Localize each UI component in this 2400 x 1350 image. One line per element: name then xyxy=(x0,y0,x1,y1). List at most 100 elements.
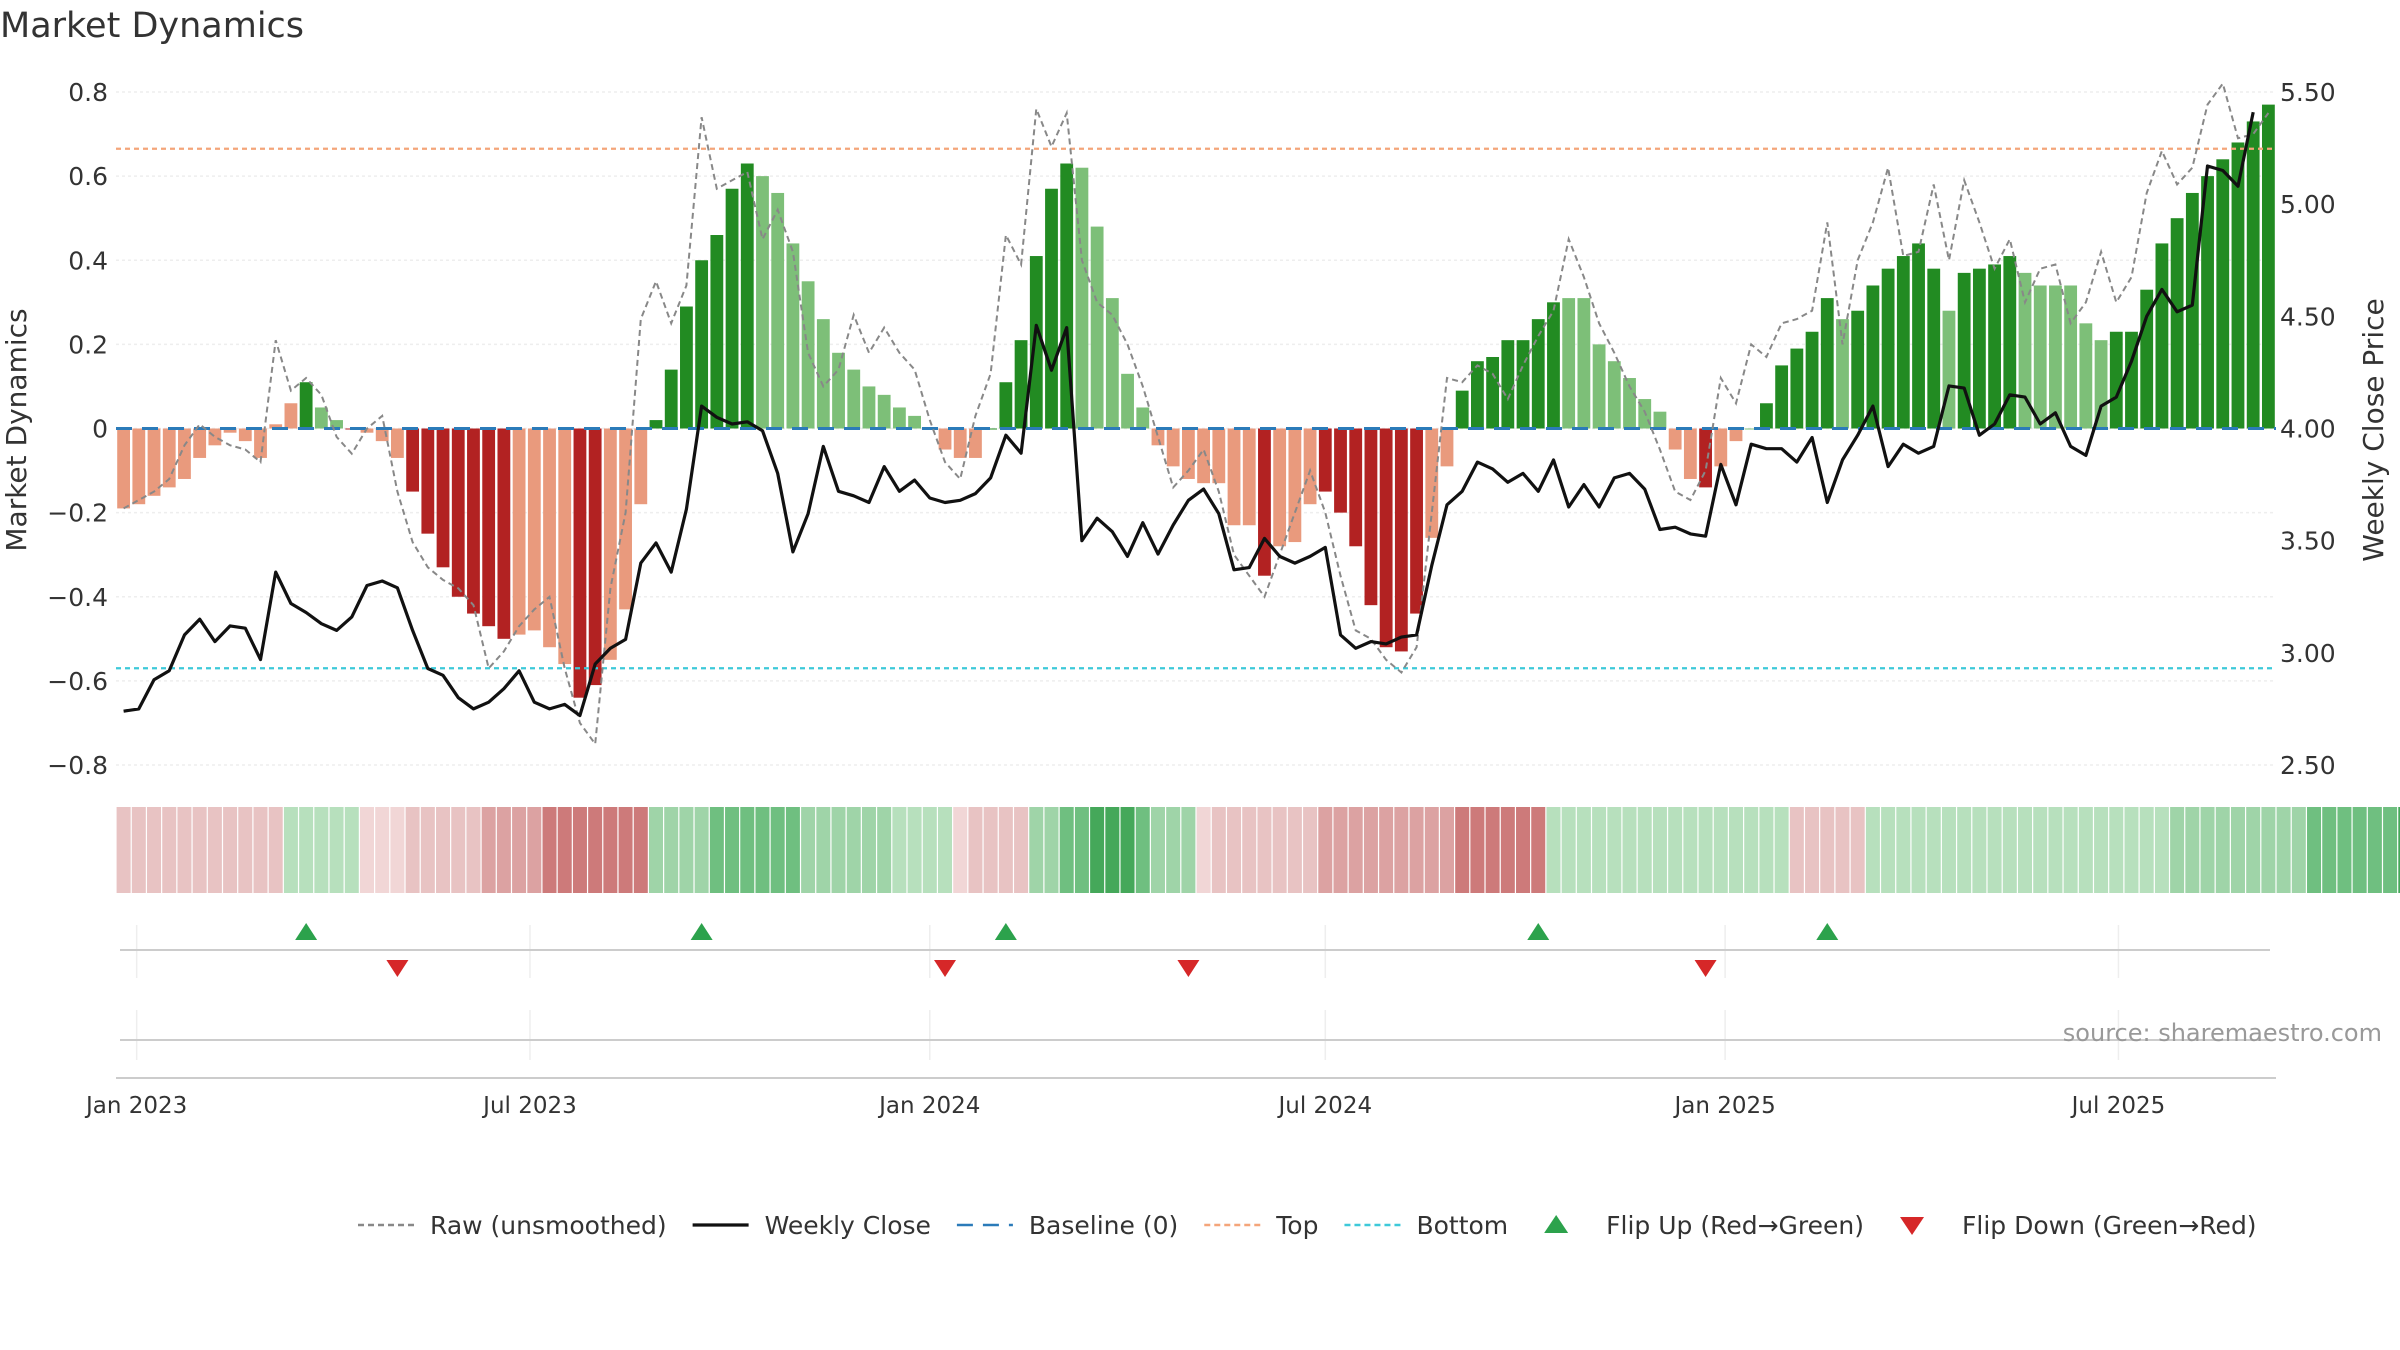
market-dynamics-bar xyxy=(1531,319,1545,429)
market-dynamics-bar xyxy=(984,428,998,430)
ribbon-cell xyxy=(2307,807,2322,893)
ribbon-cell xyxy=(922,807,937,893)
market-dynamics-bar xyxy=(2018,272,2032,429)
market-dynamics-bar xyxy=(710,235,724,429)
y2-tick-label: 5.00 xyxy=(2280,190,2336,219)
market-dynamics-bar xyxy=(1699,428,1712,488)
ribbon-cell xyxy=(1820,807,1835,893)
market-dynamics-bar xyxy=(391,428,404,458)
chart-title: Market Dynamics xyxy=(0,6,304,46)
x-tick-label: Jul 2023 xyxy=(481,1093,577,1119)
series-lines xyxy=(123,81,2270,747)
market-dynamics-bar xyxy=(1425,428,1439,538)
ribbon-cell xyxy=(801,807,816,893)
ribbon-cell xyxy=(1531,807,1546,893)
ribbon-cell xyxy=(1805,807,1820,893)
ribbon-cell xyxy=(2078,807,2093,893)
ribbon-cell xyxy=(162,807,177,893)
ribbon-cell xyxy=(968,807,983,893)
y-tick-label: 0.4 xyxy=(68,246,108,275)
ribbon-cell xyxy=(2352,807,2367,893)
ribbon-cell xyxy=(1972,807,1987,893)
y2-axis-label: Weekly Close Price xyxy=(2357,298,2390,561)
ribbon-cell xyxy=(740,807,755,893)
ribbon-cell xyxy=(1987,807,2002,893)
market-dynamics-bar xyxy=(223,428,237,433)
market-dynamics-bar xyxy=(832,352,845,429)
ribbon-cell xyxy=(1744,807,1759,893)
market-dynamics-bar xyxy=(482,428,496,627)
ribbon-cell xyxy=(359,807,374,893)
ribbon-cell xyxy=(1074,807,1089,893)
ribbon-cell xyxy=(755,807,770,893)
legend-label: Flip Down (Green→Red) xyxy=(1962,1211,2257,1240)
market-dynamics-bar xyxy=(421,428,435,534)
ribbon-cell xyxy=(1470,807,1485,893)
legend-label: Raw (unsmoothed) xyxy=(430,1211,667,1240)
ribbon-cell xyxy=(223,807,238,893)
flip-markers xyxy=(295,923,1839,977)
market-dynamics-bar xyxy=(314,407,328,429)
ribbon-cell xyxy=(116,807,131,893)
market-dynamics-bar xyxy=(847,369,861,429)
ribbon-cell xyxy=(2063,807,2078,893)
market-dynamics-bar xyxy=(1455,390,1469,429)
ribbon-cell xyxy=(1272,807,1287,893)
ribbon-cell xyxy=(861,807,876,893)
ribbon-cell xyxy=(1227,807,1242,893)
ribbon-cell xyxy=(2230,807,2245,893)
market-dynamics-bar xyxy=(1105,298,1119,429)
ribbon-cell xyxy=(1014,807,1029,893)
ribbon-cell xyxy=(1774,807,1789,893)
market-dynamics-bar xyxy=(634,428,648,505)
y-tick-label: −0.6 xyxy=(47,667,108,696)
ribbon-cell xyxy=(1713,807,1728,893)
ribbon-cell xyxy=(451,807,466,893)
ribbon-cell xyxy=(542,807,557,893)
source-text: source: sharemaestro.com xyxy=(2063,1019,2382,1047)
market-dynamics-bar xyxy=(1045,188,1058,429)
market-dynamics-bar xyxy=(147,428,161,496)
market-dynamics-bar xyxy=(664,369,678,429)
market-dynamics-bar xyxy=(2170,218,2184,429)
market-dynamics-bar xyxy=(2231,142,2245,429)
y-tick-label: −0.4 xyxy=(47,583,108,612)
ribbon-cell xyxy=(1242,807,1257,893)
ribbon-cell xyxy=(1394,807,1409,893)
market-dynamics-bar xyxy=(2064,285,2078,429)
weekly-close-line xyxy=(123,111,2255,718)
market-dynamics-bar xyxy=(254,428,267,458)
ribbon-cell xyxy=(2033,807,2048,893)
ribbon-cell xyxy=(725,807,740,893)
market-dynamics-bar xyxy=(132,428,146,505)
market-dynamics-bar xyxy=(1151,428,1165,446)
market-dynamics-bar xyxy=(2109,331,2123,429)
ribbon-cell xyxy=(1409,807,1424,893)
ribbon-cell xyxy=(1668,807,1683,893)
ribbon-cell xyxy=(1166,807,1181,893)
axes: −0.8 −0.6 −0.4 −0.2 0 0.2 0.4 0.6 0.8 2.50 3.00 3.5… xyxy=(47,78,2335,1119)
ribbon-cell xyxy=(1303,807,1318,893)
market-dynamics-bar xyxy=(193,428,207,458)
flip-down-marker xyxy=(1177,960,1200,977)
market-dynamics-bar xyxy=(1729,428,1743,442)
ribbon-cell xyxy=(998,807,1013,893)
ribbon-cell xyxy=(709,807,724,893)
y2-tick-label: 3.00 xyxy=(2280,639,2336,668)
ribbon-cell xyxy=(1652,807,1667,893)
market-dynamics-bar xyxy=(1912,243,1925,429)
market-dynamics-bar xyxy=(208,428,222,446)
market-dynamics-bar xyxy=(619,428,632,610)
y2-tick-label: 4.00 xyxy=(2280,415,2336,444)
ribbon-cell xyxy=(831,807,846,893)
ribbon-cell xyxy=(1698,807,1713,893)
ribbon-cell xyxy=(2383,807,2398,893)
ribbon-cell xyxy=(785,807,800,893)
regime-ribbon xyxy=(116,807,2400,893)
legend-label: Baseline (0) xyxy=(1029,1211,1178,1240)
y-tick-label: −0.2 xyxy=(47,499,108,528)
ribbon-cell xyxy=(1728,807,1744,893)
market-dynamics-bar xyxy=(1547,302,1560,429)
ribbon-cell xyxy=(2291,807,2306,893)
ribbon-cell xyxy=(633,807,648,893)
